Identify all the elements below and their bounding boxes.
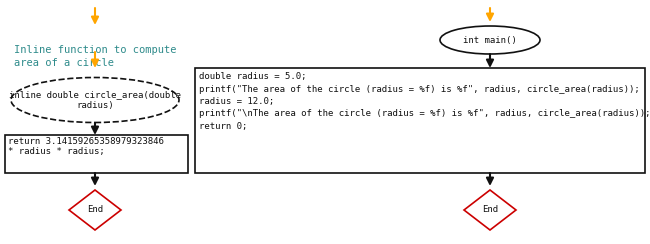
- Text: End: End: [87, 205, 103, 214]
- Ellipse shape: [440, 26, 540, 54]
- Text: int main(): int main(): [463, 35, 517, 44]
- Polygon shape: [464, 190, 516, 230]
- Polygon shape: [69, 190, 121, 230]
- Text: End: End: [482, 205, 498, 214]
- Text: return 3.14159265358979323846
* radius * radius;: return 3.14159265358979323846 * radius *…: [8, 137, 164, 156]
- Text: Inline function to compute
area of a circle: Inline function to compute area of a cir…: [14, 45, 177, 68]
- Bar: [195, 68, 645, 173]
- Text: inline double circle_area(double
radius): inline double circle_area(double radius): [9, 90, 181, 110]
- Text: double radius = 5.0;
printf("The area of the circle (radius = %f) is %f", radius: double radius = 5.0; printf("The area of…: [199, 72, 650, 131]
- Bar: [5, 135, 188, 173]
